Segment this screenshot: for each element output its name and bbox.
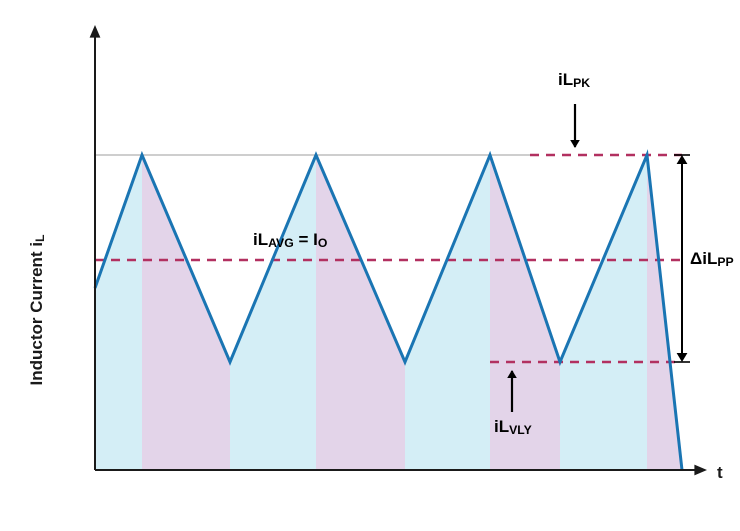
chart-svg: Inductor Current iLtiLPKiLAVG = IOiLVLYΔ… xyxy=(0,0,740,531)
inductor-current-waveform-chart: Inductor Current iLtiLPKiLAVG = IOiLVLYΔ… xyxy=(0,0,740,531)
x-axis-label: t xyxy=(717,463,723,482)
y-axis-label: Inductor Current iL xyxy=(27,234,47,386)
